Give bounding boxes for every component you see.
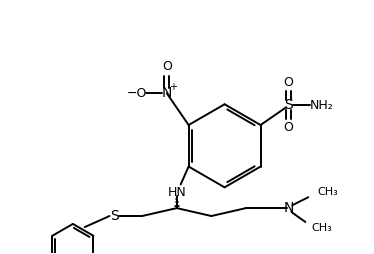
Text: N: N — [283, 201, 294, 215]
Text: O: O — [162, 60, 172, 73]
Text: N: N — [162, 86, 172, 100]
Text: HN: HN — [168, 186, 186, 199]
Text: NH₂: NH₂ — [310, 99, 334, 112]
Text: S: S — [284, 98, 292, 112]
Text: +: + — [169, 83, 177, 92]
Text: S: S — [110, 209, 119, 223]
Text: CH₃: CH₃ — [311, 223, 332, 233]
Text: CH₃: CH₃ — [317, 187, 338, 197]
Text: O: O — [283, 76, 293, 89]
Text: O: O — [283, 121, 293, 134]
Text: −O: −O — [127, 87, 147, 100]
